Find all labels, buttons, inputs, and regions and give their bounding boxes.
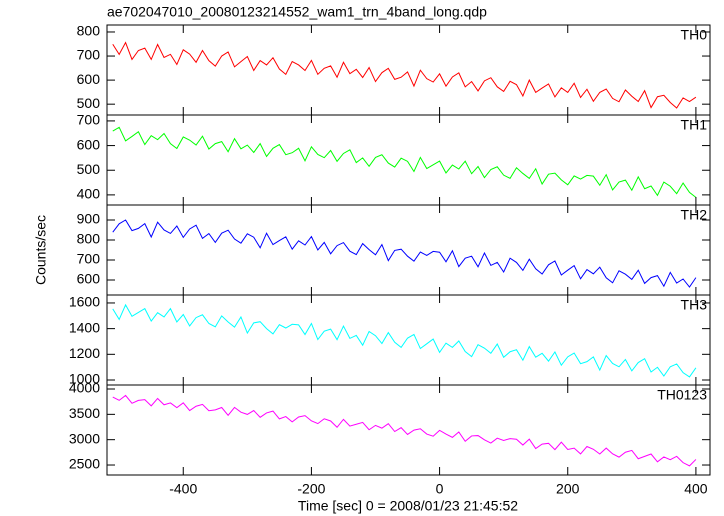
y-tick-label: 1600 xyxy=(69,294,100,310)
y-tick-label: 900 xyxy=(77,211,101,227)
y-axis-label: Counts/sec xyxy=(33,215,49,285)
y-tick-label: 1400 xyxy=(69,319,100,335)
y-tick-label: 3000 xyxy=(69,430,100,446)
y-tick-label: 800 xyxy=(77,23,101,39)
data-line xyxy=(112,41,697,109)
y-tick-label: 1200 xyxy=(69,345,100,361)
y-tick-label: 700 xyxy=(77,112,101,128)
panel-label: TH2 xyxy=(681,207,708,223)
y-tick-label: 2500 xyxy=(69,456,100,472)
y-tick-label: 400 xyxy=(77,186,101,202)
y-tick-label: 3500 xyxy=(69,405,100,421)
y-tick-label: 700 xyxy=(77,47,101,63)
x-tick-label: 200 xyxy=(556,481,580,497)
y-tick-label: 4000 xyxy=(69,380,100,396)
y-tick-label: 600 xyxy=(77,136,101,152)
y-tick-label: 600 xyxy=(77,271,101,287)
data-line xyxy=(112,219,697,288)
panel-frame xyxy=(106,204,711,296)
panel-label: TH0 xyxy=(681,27,708,43)
y-tick-label: 500 xyxy=(77,161,101,177)
chart-title: ae702047010_20080123214552_wam1_trn_4ban… xyxy=(107,4,487,20)
y-tick-label: 800 xyxy=(77,231,101,247)
panel-frame xyxy=(106,114,711,206)
y-tick-label: 500 xyxy=(77,95,101,111)
y-tick-label: 1000 xyxy=(69,371,100,387)
x-axis-label: Time [sec] 0 = 2008/01/23 21:45:52 xyxy=(298,498,518,514)
y-tick-label: 600 xyxy=(77,71,101,87)
x-tick-label: -400 xyxy=(169,481,197,497)
panel-label: TH1 xyxy=(681,117,708,133)
data-line xyxy=(112,394,697,467)
panel-label: TH0123 xyxy=(657,387,707,403)
x-tick-label: 400 xyxy=(684,481,708,497)
data-line xyxy=(112,303,697,378)
x-tick-label: -200 xyxy=(297,481,325,497)
panel-frame xyxy=(106,294,711,386)
data-line xyxy=(112,126,697,198)
panel-frame xyxy=(106,384,711,476)
y-tick-label: 700 xyxy=(77,251,101,267)
x-tick-label: 0 xyxy=(436,481,444,497)
panel-label: TH3 xyxy=(681,297,708,313)
